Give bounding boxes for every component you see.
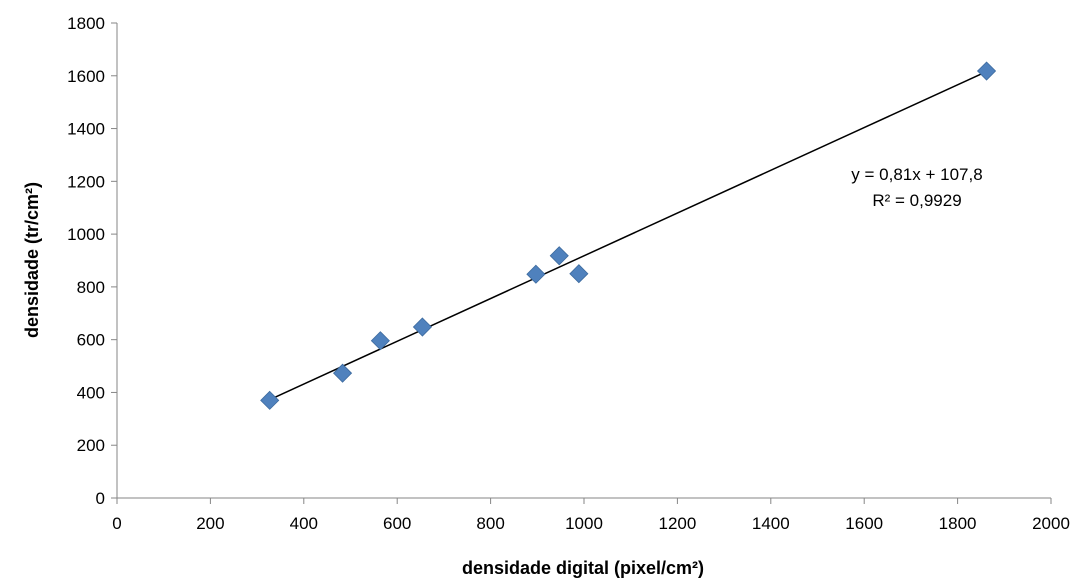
- x-axis-title: densidade digital (pixel/cm²): [462, 558, 704, 578]
- data-point: [412, 317, 432, 337]
- data-point: [370, 331, 390, 351]
- data-point: [549, 246, 569, 266]
- trendline-equation: y = 0,81x + 107,8: [851, 165, 982, 184]
- x-tick-label: 0: [112, 514, 121, 533]
- data-point: [976, 61, 997, 81]
- data-point: [332, 363, 353, 383]
- y-tick-label: 1200: [67, 172, 105, 191]
- x-tick-label: 1200: [658, 514, 696, 533]
- x-tick-label: 600: [383, 514, 411, 533]
- x-tick-label: 200: [196, 514, 224, 533]
- data-points: [260, 61, 997, 410]
- x-tick-label: 800: [476, 514, 504, 533]
- y-tick-label: 1400: [67, 120, 105, 139]
- data-point: [526, 264, 546, 284]
- y-tick-label: 400: [77, 383, 105, 402]
- y-tick-label: 1000: [67, 225, 105, 244]
- y-tick-label: 800: [77, 278, 105, 297]
- r-squared-label: R² = 0,9929: [872, 191, 961, 210]
- x-tick-label: 1800: [939, 514, 977, 533]
- x-tick-label: 1000: [565, 514, 603, 533]
- data-point: [569, 264, 589, 284]
- x-tick-label: 1600: [845, 514, 883, 533]
- data-point: [260, 390, 280, 410]
- y-axis-title: densidade (tr/cm²): [22, 182, 42, 338]
- y-tick-label: 600: [77, 331, 105, 350]
- y-tick-label: 200: [77, 436, 105, 455]
- y-tick-label: 1800: [67, 14, 105, 33]
- y-tick-label: 1600: [67, 67, 105, 86]
- x-tick-label: 2000: [1032, 514, 1070, 533]
- x-tick-label: 400: [290, 514, 318, 533]
- x-tick-label: 1400: [752, 514, 790, 533]
- y-tick-label: 0: [96, 489, 105, 508]
- trendline-group: [269, 70, 987, 401]
- x-axis: 0 200 400 600 800 1000 1200 1400 1600 1800 2000: [112, 497, 1070, 533]
- y-axis: 0 200 400 600 800 1000 1200 1400 1600 1800: [67, 14, 118, 508]
- trendline: [269, 70, 987, 401]
